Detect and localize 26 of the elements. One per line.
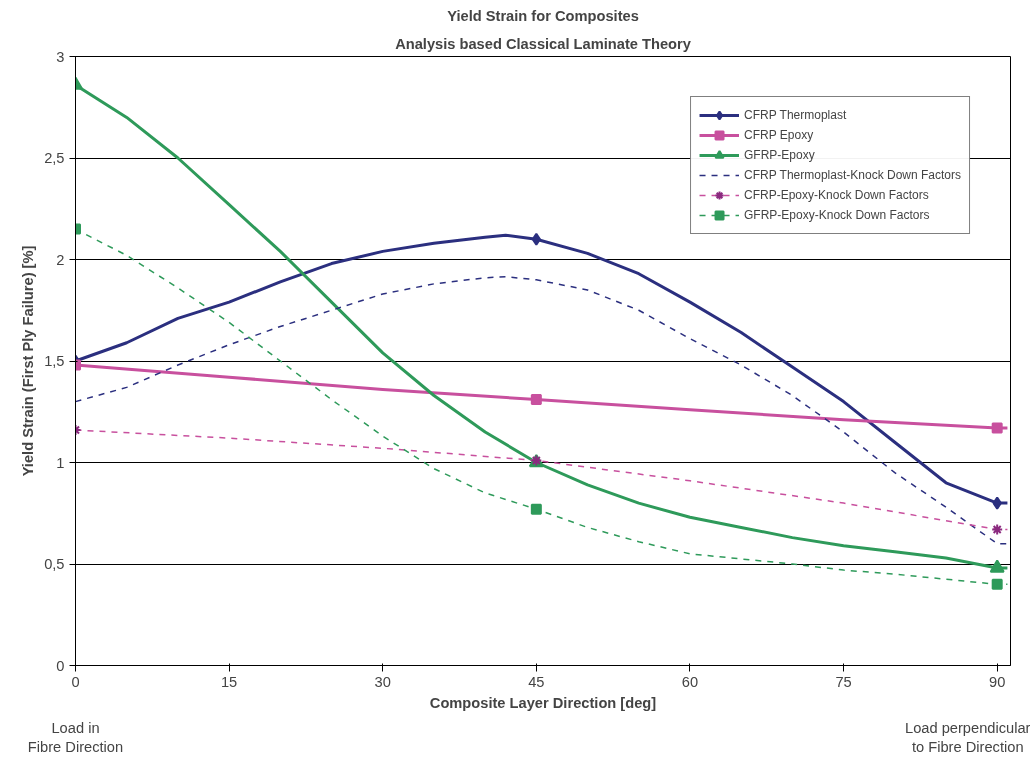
x-tick-label: 60 — [681, 673, 699, 690]
x-tick-label: 75 — [835, 673, 852, 690]
y-tick-label: 1 — [56, 454, 65, 471]
y-tick-label: 2,5 — [44, 150, 65, 166]
y-tick-label: 2 — [56, 251, 65, 268]
y-axis-title: Yield Strain (First Ply Failure) [%] — [20, 245, 37, 477]
x-tick-label: 0 — [71, 673, 80, 690]
y-tick-label: 0 — [56, 657, 65, 674]
legend-label: CFRP Thermoplast — [744, 108, 847, 122]
text: Load perpendicular to Fibre Direction — [905, 719, 1031, 755]
y-tick-label: 3 — [56, 48, 65, 65]
y-tick-label: 1,5 — [44, 353, 65, 369]
x-tick-label: 15 — [220, 673, 238, 690]
legend-label: GFRP-Epoxy-Knock Down Factors — [744, 208, 930, 222]
y-tick-label: 0,5 — [44, 556, 65, 572]
legend-label: CFRP Thermoplast-Knock Down Factors — [744, 168, 961, 182]
x-tick-label: 30 — [374, 673, 391, 690]
x-axis-title: Composite Layer Direction [deg] — [429, 694, 657, 711]
legend-label: CFRP-Epoxy-Knock Down Factors — [744, 188, 929, 202]
legend-label: GFRP-Epoxy — [744, 148, 815, 162]
chart-title: Yield Strain for Composites — [447, 7, 639, 24]
text: Load in Fibre Direction — [27, 719, 124, 755]
x-tick-label: 45 — [528, 673, 545, 690]
chart-subtitle: Analysis based Classical Laminate Theory — [395, 35, 692, 52]
x-tick-label: 90 — [989, 673, 1006, 690]
legend-label: CFRP Epoxy — [744, 128, 814, 142]
